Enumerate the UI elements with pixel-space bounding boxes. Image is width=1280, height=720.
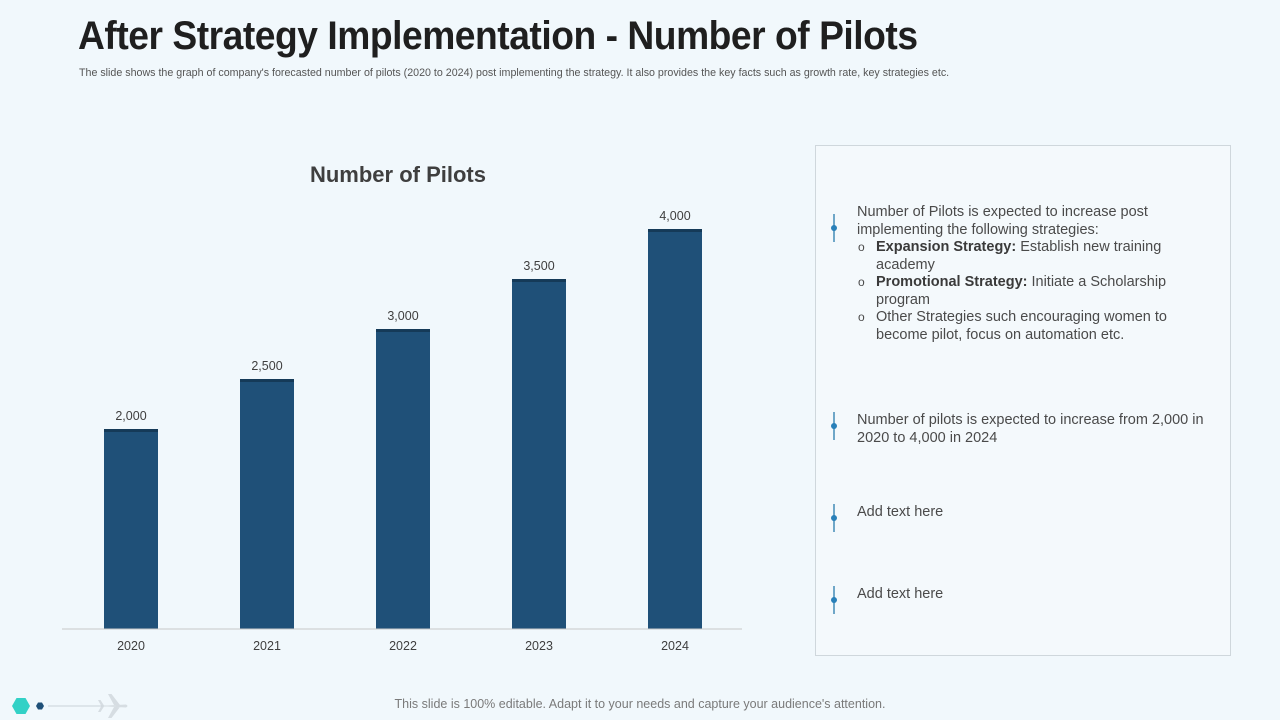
list-item: o Other Strategies such encouraging wome…: [857, 309, 1212, 344]
fact-text: Add text here: [857, 586, 944, 602]
strategy-desc: Initiate a Scholarship program: [876, 274, 1167, 308]
key-facts-panel: Number of Pilots is expected to increase…: [815, 145, 1231, 656]
category-label: 2022: [389, 639, 417, 653]
bar-2023: [512, 279, 566, 629]
category-label: 2024: [661, 639, 689, 653]
timeline-marker-icon: [831, 412, 837, 440]
page-title: After Strategy Implementation - Number o…: [78, 14, 918, 58]
timeline-marker-icon: [831, 214, 837, 242]
category-label: 2021: [253, 639, 281, 653]
strategy-desc: Establish new training academy: [876, 239, 1162, 273]
value-label: 2,000: [115, 409, 146, 423]
fact-intro: Number of Pilots is expected to increase…: [857, 204, 1148, 238]
chart-title: Number of Pilots: [310, 162, 486, 187]
bar-2021: [240, 379, 294, 629]
footer-decoration: [12, 694, 128, 718]
strategy-desc: Other Strategies such encouraging women …: [876, 309, 1167, 343]
bar-top-edge: [104, 429, 158, 432]
bar-2020: [104, 429, 158, 629]
bullet-icon: o: [858, 240, 865, 254]
fact-text: Add text here: [857, 504, 944, 520]
timeline-marker-icon: [831, 586, 837, 614]
list-item: o Expansion Strategy: Establish new trai…: [857, 239, 1212, 274]
category-label: 2020: [117, 639, 145, 653]
value-label: 3,000: [387, 309, 418, 323]
airplane-icon: [98, 694, 128, 718]
bar-chart: Number of Pilots 2,000 2020 2,500 2021 3,000…: [62, 162, 742, 653]
strategy-list: o Expansion Strategy: Establish new trai…: [857, 239, 1212, 344]
hexagon-icon: [36, 702, 44, 710]
bar-top-edge: [376, 329, 430, 332]
list-item: o Promotional Strategy: Initiate a Schol…: [857, 274, 1212, 309]
bar-top-edge: [512, 279, 566, 282]
value-label: 2,500: [251, 359, 282, 373]
bullet-icon: o: [858, 275, 865, 289]
value-label: 4,000: [659, 209, 690, 223]
hexagon-icon: [12, 698, 30, 714]
fact-text: Number of pilots is expected to increase…: [857, 412, 1204, 446]
strategy-name: Promotional Strategy:: [876, 274, 1028, 290]
strategy-name: Expansion Strategy:: [876, 239, 1017, 255]
category-label: 2023: [525, 639, 553, 653]
bullet-icon: o: [858, 310, 865, 324]
timeline-marker-icon: [831, 504, 837, 532]
bar-2022: [376, 329, 430, 629]
page-subtitle: The slide shows the graph of company's f…: [79, 67, 950, 79]
bar-top-edge: [240, 379, 294, 382]
footer-note: This slide is 100% editable. Adapt it to…: [394, 697, 886, 711]
value-label: 3,500: [523, 259, 554, 273]
bar-top-edge: [648, 229, 702, 232]
bar-2024: [648, 229, 702, 629]
